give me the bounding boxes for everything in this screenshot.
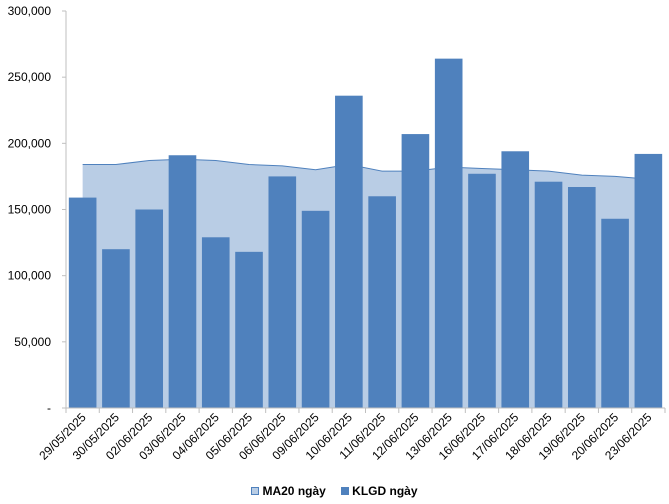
klgd-bar [401, 134, 430, 408]
legend-item-klgd: KLGD ngày [341, 484, 418, 498]
klgd-bar [335, 95, 363, 409]
klgd-bar [135, 209, 164, 408]
klgd-bar [235, 251, 263, 408]
klgd-bar [301, 210, 330, 408]
legend-label-klgd: KLGD ngày [352, 484, 418, 498]
klgd-bar [168, 155, 197, 408]
ma20-area-layer [82, 158, 649, 408]
legend-item-ma20: MA20 ngày [251, 484, 326, 498]
y-tick-label: 250,000 [8, 70, 52, 84]
legend-swatch-ma20 [251, 487, 260, 495]
klgd-bar [268, 176, 297, 408]
klgd-bar-layer [68, 58, 663, 409]
klgd-bar [534, 181, 563, 408]
legend-label-ma20: MA20 ngày [262, 484, 326, 498]
klgd-bar [601, 218, 629, 408]
klgd-bar [468, 173, 496, 408]
y-tick-label: 150,000 [8, 203, 52, 217]
klgd-bar [368, 196, 396, 408]
klgd-bar [201, 237, 230, 408]
klgd-bar [434, 58, 463, 408]
klgd-bar [68, 197, 97, 408]
y-tick-label: - [47, 401, 51, 415]
klgd-bar [501, 151, 530, 409]
y-tick-label: 200,000 [8, 136, 52, 150]
ma20-area [82, 159, 649, 408]
klgd-bar [634, 153, 663, 408]
y-tick-label: 50,000 [14, 335, 51, 349]
klgd-bar [102, 249, 130, 408]
klgd-bar [567, 187, 596, 408]
y-tick-label: 100,000 [8, 269, 52, 283]
y-tick-label: 300,000 [8, 4, 52, 18]
legend: MA20 ngày KLGD ngày [0, 484, 669, 498]
legend-swatch-klgd [341, 487, 350, 495]
